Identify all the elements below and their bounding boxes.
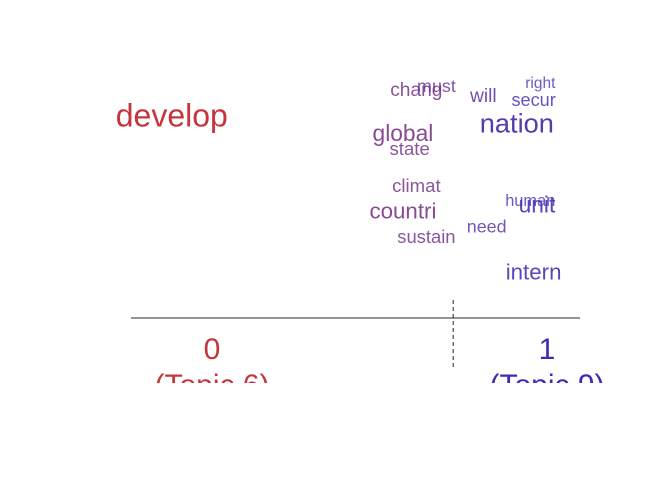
word-label: develop [116, 98, 228, 134]
word-label: secur [511, 90, 555, 110]
word-label: chang [390, 80, 442, 101]
tick-value-label: 1 [539, 333, 556, 366]
word-label: state [389, 138, 429, 159]
tick-value-label: 0 [204, 333, 221, 366]
word-label: climat [392, 175, 441, 196]
word-label: right [525, 75, 556, 92]
word-label: countri [369, 198, 436, 223]
word-label: unit [519, 191, 556, 217]
word-label: intern [506, 260, 562, 285]
word-label: need [467, 217, 507, 237]
axis-tick-labels: 0(Topic 6) 1(Topic 9) [154, 333, 604, 402]
word-label: nation [480, 108, 554, 139]
word-label: sustain [397, 226, 455, 247]
word-label: must [417, 76, 456, 96]
tick-topic-label: (Topic 6) [154, 369, 269, 402]
word-label: global [373, 120, 434, 146]
tick-topic-label: (Topic 9) [489, 369, 604, 402]
word-label: will [469, 86, 497, 107]
word-label: human [505, 192, 555, 210]
